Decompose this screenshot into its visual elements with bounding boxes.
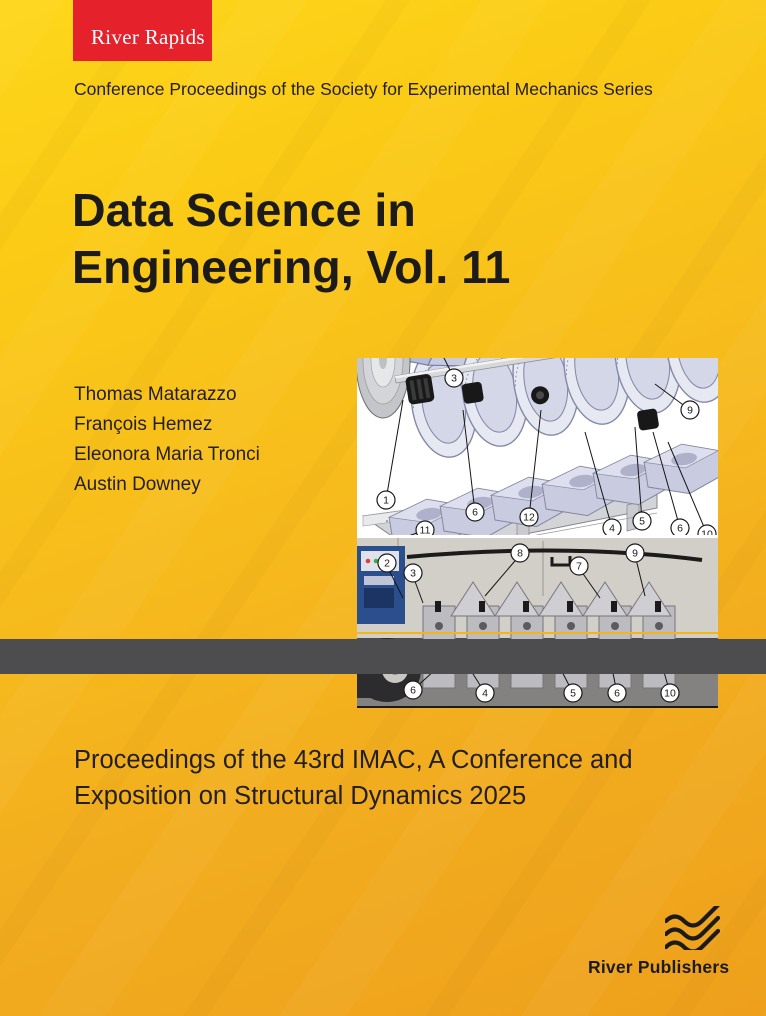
svg-text:9: 9 xyxy=(687,405,693,417)
svg-text:10: 10 xyxy=(664,688,676,700)
svg-text:6: 6 xyxy=(410,685,416,697)
svg-text:11: 11 xyxy=(420,525,431,537)
svg-text:6: 6 xyxy=(472,507,478,519)
svg-text:3: 3 xyxy=(410,568,416,580)
svg-text:3: 3 xyxy=(451,373,457,385)
svg-text:4: 4 xyxy=(482,688,488,700)
svg-text:12: 12 xyxy=(523,512,535,524)
svg-text:8: 8 xyxy=(517,548,523,560)
svg-text:4: 4 xyxy=(609,523,615,535)
svg-text:6: 6 xyxy=(677,523,683,535)
svg-text:5: 5 xyxy=(639,516,645,528)
svg-text:9: 9 xyxy=(632,548,638,560)
svg-text:6: 6 xyxy=(614,688,620,700)
svg-text:7: 7 xyxy=(576,561,582,573)
svg-text:2: 2 xyxy=(384,558,390,570)
svg-text:5: 5 xyxy=(570,688,576,700)
svg-text:1: 1 xyxy=(383,495,389,507)
